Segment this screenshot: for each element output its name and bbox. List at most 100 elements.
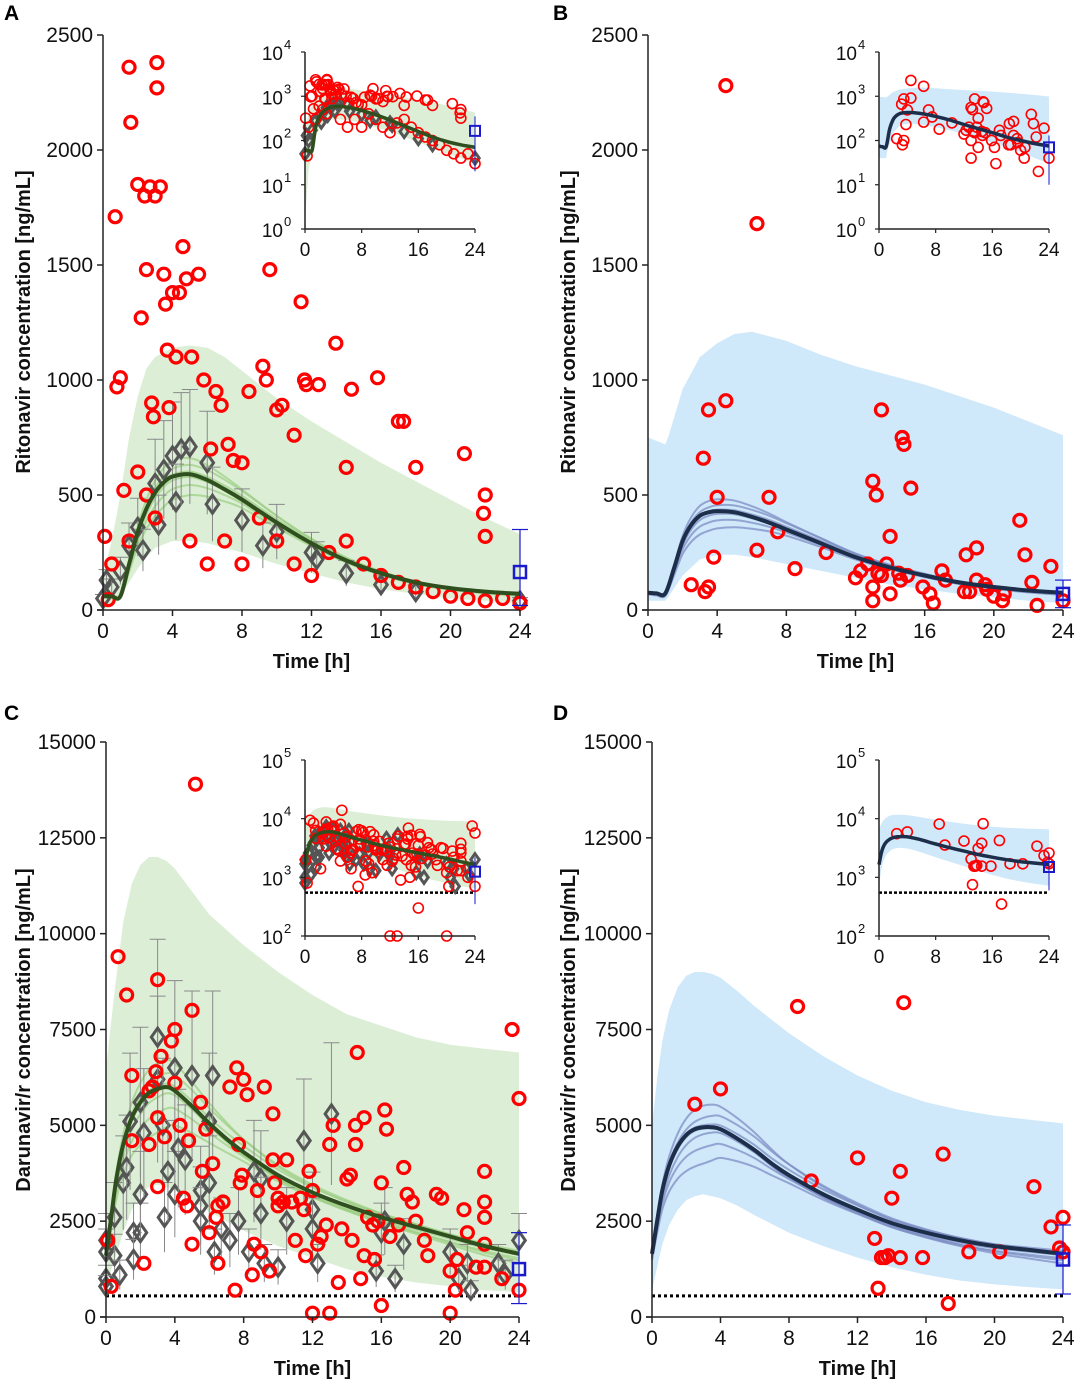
inset-observed-point xyxy=(421,836,434,849)
observed-point xyxy=(416,1232,432,1248)
inset-observed-point xyxy=(340,90,352,103)
inset-observed-point xyxy=(313,100,325,112)
inset-observed-point xyxy=(355,825,368,837)
observed-point xyxy=(147,510,163,526)
observed-point xyxy=(234,1167,250,1183)
observed-point xyxy=(322,1305,338,1321)
observed-point xyxy=(789,998,806,1015)
observed-mean-diamond xyxy=(181,435,199,459)
observed-point xyxy=(914,1249,931,1266)
observed-point xyxy=(301,1163,317,1179)
observed-point xyxy=(884,1190,900,1206)
observed-point xyxy=(347,1136,364,1153)
observed-point xyxy=(373,1297,389,1314)
inset-observed-point xyxy=(901,104,914,116)
observed-point xyxy=(97,528,113,545)
observed-point xyxy=(958,547,974,563)
observed-point xyxy=(234,556,250,572)
inset-y-tick-label: 10 xyxy=(262,928,283,949)
observed-point xyxy=(390,413,406,429)
median-prediction-line xyxy=(104,1084,520,1256)
observed-point xyxy=(298,1248,314,1264)
observed-point xyxy=(222,1079,238,1095)
observed-mean-diamond xyxy=(323,1102,340,1126)
observed-mean-diamond xyxy=(204,1063,221,1088)
y-tick-label: 2500 xyxy=(591,24,638,47)
observed-point xyxy=(150,1179,166,1195)
observed-point xyxy=(700,579,717,595)
inset-observed-point xyxy=(469,827,481,839)
y-tick-label: 1000 xyxy=(46,369,93,392)
y-tick-label: 5000 xyxy=(595,1114,642,1137)
inset-plot: 10 010 110 210 310 40 8 16 24 xyxy=(262,37,486,261)
y-tick-label: 7500 xyxy=(49,1019,96,1042)
inset-observed-point xyxy=(302,121,315,133)
inset-observed-point xyxy=(890,827,903,840)
observed-point xyxy=(150,972,166,988)
x-tick-label: 24 xyxy=(1051,620,1075,643)
inset-observed-point xyxy=(985,860,997,872)
observed-point xyxy=(882,586,898,602)
observed-mean-diamond xyxy=(213,1217,230,1241)
x-tick-label: 24 xyxy=(508,620,532,643)
inset-observed-point xyxy=(972,141,984,154)
x-tick-label: 20 xyxy=(983,1327,1006,1350)
observed-point xyxy=(318,1217,334,1233)
inset-observed-point xyxy=(431,859,444,872)
inset-observed-point xyxy=(367,82,379,95)
x-axis-label: Time [h] xyxy=(819,1358,896,1380)
inset-reference-square xyxy=(1043,141,1055,154)
observed-mean-diamond xyxy=(268,520,285,544)
observed-point xyxy=(321,544,337,561)
inset-observed-point xyxy=(900,118,912,131)
observed-point xyxy=(184,349,200,365)
inset-y-tick-exponent: 3 xyxy=(858,81,865,96)
x-axis-label: Time [h] xyxy=(273,651,350,673)
observed-point xyxy=(328,335,344,351)
observed-point xyxy=(190,266,207,282)
y-axis-label: Darunavir/r concentration [ng/mL] xyxy=(13,868,35,1191)
x-tick-label: 0 xyxy=(646,1327,658,1350)
inset-observed-point xyxy=(990,157,1002,170)
inset-observed-point xyxy=(897,93,910,105)
y-tick-label: 0 xyxy=(626,599,638,622)
observed-point xyxy=(1029,597,1045,614)
y-tick-label: 1000 xyxy=(591,369,638,392)
observed-point xyxy=(867,1230,883,1247)
inset-observed-point xyxy=(917,116,930,128)
x-tick-label: 24 xyxy=(1051,1327,1075,1350)
observed-point xyxy=(709,489,725,505)
inset-prediction-band xyxy=(305,88,475,222)
observed-point xyxy=(420,1248,436,1264)
observed-point xyxy=(253,1244,269,1260)
y-tick-label: 10000 xyxy=(38,923,96,946)
observed-point xyxy=(138,262,155,278)
observed-mean-diamond xyxy=(111,1263,128,1287)
inset-observed-point xyxy=(364,825,376,838)
reference-square-marker xyxy=(511,1261,527,1277)
observed-mean-diamond xyxy=(254,533,271,558)
observed-point xyxy=(225,452,241,469)
inset-y-tick-label: 10 xyxy=(836,44,857,65)
observed-mean-diamond xyxy=(462,1278,479,1302)
observed-mean-diamond xyxy=(309,1251,326,1275)
inset-observed-point xyxy=(993,834,1006,847)
observed-point xyxy=(123,114,139,131)
y-tick-label: 500 xyxy=(603,484,638,507)
observed-mean-diamond xyxy=(125,1247,142,1272)
inset-y-tick-label: 10 xyxy=(836,752,857,773)
observed-point xyxy=(182,533,198,549)
inset-diamond xyxy=(304,866,317,884)
prediction-interval-band xyxy=(652,972,1063,1291)
y-tick-label: 7500 xyxy=(595,1019,642,1042)
observed-point xyxy=(892,1249,908,1266)
observed-point xyxy=(395,413,412,429)
observed-point xyxy=(153,1048,169,1064)
observed-point xyxy=(112,370,128,386)
observed-point xyxy=(868,487,884,503)
observed-point xyxy=(334,1221,350,1237)
observed-point xyxy=(157,296,174,312)
